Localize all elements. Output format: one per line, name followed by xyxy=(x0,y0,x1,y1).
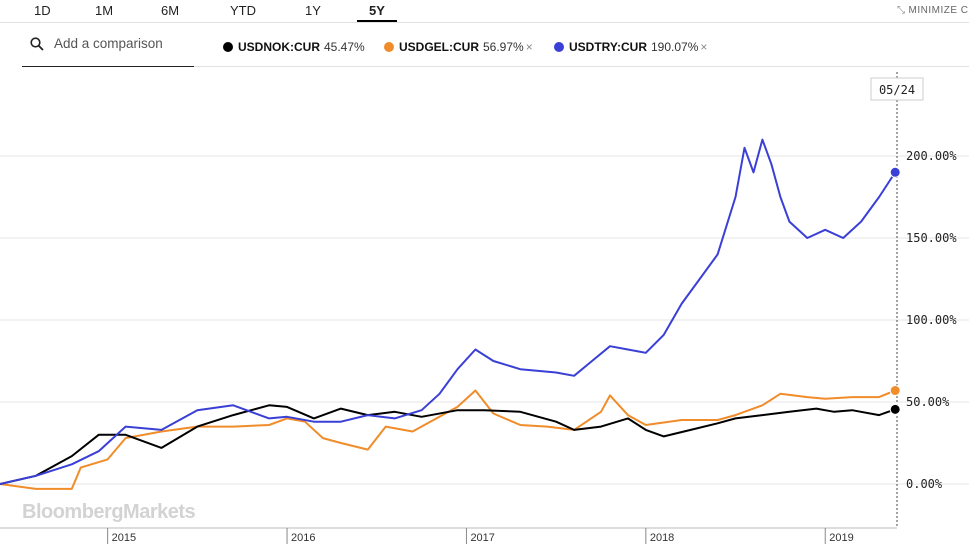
comparison-divider xyxy=(194,66,969,67)
search-icon xyxy=(30,37,44,51)
date-badge xyxy=(870,77,924,101)
x-tick-label: 2015 xyxy=(112,532,136,544)
series-endpoint-usdnok xyxy=(889,403,901,415)
legend-symbol: USDNOK:CUR xyxy=(238,40,320,54)
y-tick-label: 200.00% xyxy=(906,149,957,163)
tab-1d[interactable]: 1D xyxy=(34,3,51,18)
topbar-divider xyxy=(0,22,969,23)
minimize-button[interactable]: ⤡ MINIMIZE C xyxy=(897,5,969,16)
series-endpoint-usdtry xyxy=(889,166,901,178)
active-tab-indicator xyxy=(357,20,397,23)
x-tick-label: 2018 xyxy=(650,532,674,544)
y-tick-label: 0.00% xyxy=(906,477,943,491)
series-line-usdnok xyxy=(0,404,896,485)
x-tick-label: 2017 xyxy=(470,532,494,544)
y-tick-label: 150.00% xyxy=(906,231,957,245)
legend-dot-usdtry xyxy=(554,42,564,52)
range-tabs: 1D 1M 6M YTD 1Y 5Y ⤡ MINIMIZE C xyxy=(0,0,969,23)
date-badge-label: 05/24 xyxy=(879,83,915,97)
legend-dot-usdgel xyxy=(384,42,394,52)
comparison-search xyxy=(22,30,194,67)
x-tick-label: 2016 xyxy=(291,532,315,544)
legend-item-usdnok: USDNOK:CUR 45.47% xyxy=(223,40,365,54)
legend-change: 45.47% xyxy=(324,40,365,54)
tab-5y[interactable]: 5Y xyxy=(369,3,385,18)
legend-change: 56.97% xyxy=(483,40,524,54)
legend-dot-usdnok xyxy=(223,42,233,52)
bloomberg-watermark: BloombergMarkets xyxy=(22,501,196,523)
legend-change: 190.07% xyxy=(651,40,699,54)
remove-usdgel-icon[interactable]: × xyxy=(525,40,533,54)
tab-6m[interactable]: 6M xyxy=(161,3,180,18)
legend-item-usdgel: USDGEL:CUR 56.97% × xyxy=(384,40,533,54)
minimize-label: MINIMIZE C xyxy=(908,5,969,16)
minimize-icon: ⤡ xyxy=(897,5,906,16)
y-tick-label: 50.00% xyxy=(906,395,950,409)
remove-usdtry-icon[interactable]: × xyxy=(700,40,708,54)
series-line-usdtry xyxy=(0,138,897,485)
x-tick-label: 2019 xyxy=(829,532,853,544)
tab-1y[interactable]: 1Y xyxy=(305,3,321,18)
series-line-usdgel xyxy=(0,389,896,490)
legend-symbol: USDGEL:CUR xyxy=(399,40,479,54)
legend-symbol: USDTRY:CUR xyxy=(569,40,647,54)
comparison-search-input[interactable] xyxy=(54,36,189,51)
legend-item-usdtry: USDTRY:CUR 190.07% × xyxy=(554,40,707,54)
series-endpoint-usdgel xyxy=(889,385,901,397)
tab-1m[interactable]: 1M xyxy=(95,3,114,18)
y-tick-label: 100.00% xyxy=(906,313,957,327)
tab-ytd[interactable]: YTD xyxy=(230,3,256,18)
